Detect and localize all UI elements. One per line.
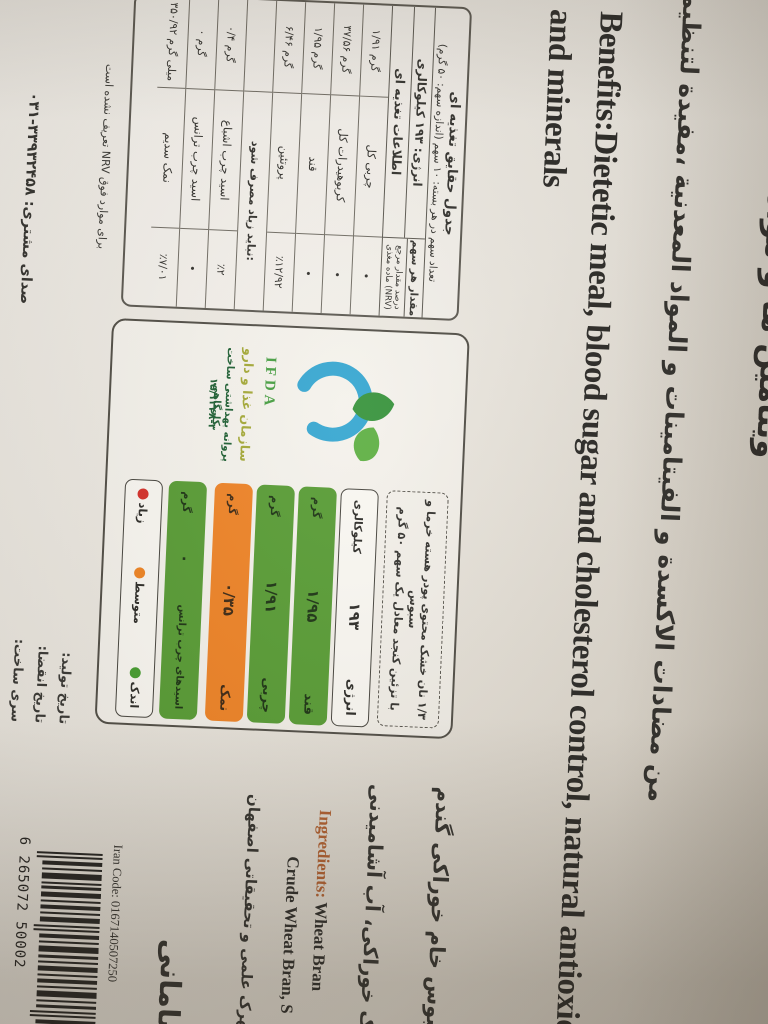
iran-code-line: Iran Code: 0167140507250 (105, 844, 126, 983)
ifda-logo-icon (292, 361, 395, 461)
barcode-bars-icon (29, 851, 103, 1024)
traffic-bar-salt: نمک ۰/۳۵ گرم (204, 482, 254, 723)
row-nrv: ٪۱۲/۹۲ (272, 255, 287, 289)
ingredients-fa-line1: سبوس خام خوراکی گندم (420, 786, 457, 1024)
legend-low: اندک (127, 667, 143, 709)
bar-label: چربی (258, 677, 276, 714)
bar-value: ۰/۳۵ (219, 582, 239, 617)
row-nrv: • (185, 264, 200, 272)
barcode: 6 265072 50002 (0, 836, 103, 1024)
ingredients-english-line1: Ingredients: Wheat Bran (304, 809, 335, 1024)
research-town-line: شهرک علمی و تحقیقاتی اصفهان (234, 793, 264, 1024)
bar-value: ۱/۹۵ (303, 589, 323, 623)
table-header-right: مقدار هر سهم درصد مقدار مرجع ماده مغذی (… (380, 238, 425, 318)
ifda-organization: سازمان غذا و دارو (237, 347, 258, 463)
green-dot-icon (130, 667, 142, 679)
bar-value: ۱۹۳ (344, 602, 365, 631)
legend-high-label: زیاد (135, 502, 151, 524)
traffic-bar-fat: چربی ۱/۹۱ گرم (246, 484, 296, 724)
bar-unit: گرم (310, 496, 325, 519)
benefits-english-line2: and minerals (535, 8, 580, 189)
traffic-bar-sugar: قند ۱/۹۵ گرم (288, 486, 338, 726)
bar-label: انرژی (342, 678, 360, 717)
bar-unit: گرم (226, 493, 241, 516)
batch-number-label: سری ساخت: (7, 638, 27, 723)
legend-low-label: اندک (127, 681, 143, 709)
row-amount: ۳۵۰/۹۲ میلی گرم (157, 0, 190, 89)
table-col-amount: مقدار هر سهم (404, 238, 425, 318)
row-nrv: ٪۷/۰۱ (156, 253, 171, 281)
row-amount: ۳۷/۵۶ گرم (331, 3, 364, 97)
barcode-digits: 6 265072 50002 (10, 836, 33, 969)
row-amount: ۰ گرم (186, 0, 219, 91)
bar-label: نمک (216, 683, 233, 712)
bar-unit: گرم (180, 491, 195, 513)
headline-arabic: من مضادات الاكسدة و الفيتامينات و المواد… (642, 0, 724, 803)
legend-medium-label: متوسط (130, 581, 147, 625)
row-nrv: • (359, 272, 373, 280)
headline-persian-partial: ویتامین ها و مواد معدنی ضروری (748, 0, 768, 460)
row-amount: ۰/۴ گرم (215, 0, 248, 92)
traffic-light-panel: ۱/۳ نان خشک محتوی پودر هسته خرما و سبوس … (94, 317, 470, 740)
customer-voice-line: صدای مشتری: ۳۳۹۳۲۴۵۸-۰۳۱ (16, 92, 42, 305)
legend-medium: متوسط (131, 567, 147, 624)
legend-high: زیاد (135, 488, 151, 524)
brand-name-partial: سامانی (150, 938, 190, 1024)
row-amount: ۱/۹۵ گرم (302, 2, 335, 96)
bar-value: ۱/۹۱ (261, 580, 281, 614)
row-nrv: • (330, 271, 344, 279)
row-nrv: • (301, 270, 315, 277)
row-amount: ۶/۴۶ گرم (273, 0, 306, 94)
table-col-nrv: درصد مقدار مرجع ماده مغذی (NRV) (382, 244, 406, 310)
traffic-legend: اندک متوسط زیاد (114, 478, 164, 719)
bar-label: اسیدهای چرب ترانس (172, 604, 189, 710)
ingredients-en-text: Wheat Bran (308, 901, 331, 992)
bar-unit: گرم (268, 494, 283, 517)
traffic-bar-energy: انرژی ۱۹۳ کیلوکالری (330, 488, 379, 728)
nutrition-facts-table: جدول حقایق تغذیه ای تعداد سهم در هر بسته… (120, 0, 473, 322)
orange-dot-icon (134, 567, 146, 579)
expiry-date-label: تاریخ انقضا: (31, 645, 50, 724)
ingredients-fa-line2: نمک خوراکی، آب آشامیدنی (354, 783, 391, 1024)
nrv-footnote: برای موارد فوق NRV تعریف نشده است (95, 63, 117, 250)
row-amount-empty (244, 0, 277, 93)
ingredients-english-line2: Crude Wheat Bran, S (277, 855, 303, 1015)
row-amount: ۱/۹۱ گرم (360, 4, 393, 98)
traffic-bar-transfat: اسیدهای چرب ترانس ۰ گرم (158, 480, 208, 721)
ifda-acronym: IFDA (260, 356, 279, 410)
row-nrv: ٪۲ (214, 263, 229, 276)
red-dot-icon (137, 488, 150, 500)
bar-label: قند (300, 693, 317, 716)
bar-value: ۰ (175, 553, 194, 564)
ingredients-label: Ingredients: (312, 809, 335, 899)
bar-unit: کیلوکالری (350, 499, 366, 555)
section-note: نباید زیاد مصرف شود: (244, 140, 263, 262)
production-date-label: تاریخ تولید: (55, 651, 74, 725)
serving-description-box: ۱/۳ نان خشک محتوی پودر هسته خرما و سبوس … (376, 490, 449, 729)
